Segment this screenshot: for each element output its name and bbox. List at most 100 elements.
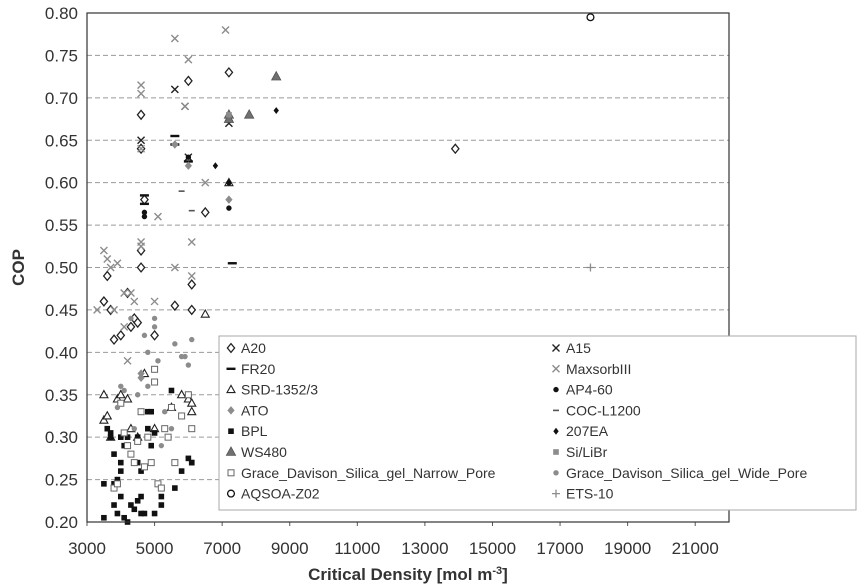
data-point xyxy=(104,425,111,432)
data-point xyxy=(137,373,145,382)
data-point xyxy=(158,442,165,449)
data-point xyxy=(187,279,197,290)
data-point xyxy=(188,425,196,433)
data-point xyxy=(226,205,232,211)
data-point xyxy=(139,202,149,206)
legend-entry: A20 xyxy=(226,340,266,356)
data-point xyxy=(118,383,124,389)
data-point xyxy=(110,305,119,314)
y-tick-label: 0.40 xyxy=(45,343,78,362)
legend-entry: COC-L1200 xyxy=(553,402,641,418)
legend-label: SRD-1352/3 xyxy=(241,382,318,398)
data-point xyxy=(111,502,117,508)
series-Grace_Davison_Silica_gel_Wide_Pore xyxy=(114,315,195,449)
data-point xyxy=(116,329,126,341)
plot-frame xyxy=(86,12,730,523)
data-point xyxy=(221,25,230,34)
data-point xyxy=(158,502,165,508)
data-point xyxy=(137,408,145,416)
data-point xyxy=(117,399,125,407)
data-point xyxy=(145,383,151,389)
data-point xyxy=(157,484,165,492)
data-point xyxy=(200,206,210,218)
legend-marker xyxy=(226,384,236,394)
y-tick-label: 0.45 xyxy=(45,301,78,320)
data-point xyxy=(128,502,134,508)
data-point xyxy=(117,493,124,500)
data-point xyxy=(178,468,185,474)
legend-entry: AP4-60 xyxy=(553,382,613,398)
data-point xyxy=(151,510,158,517)
legend-entry: ATO xyxy=(227,402,269,418)
data-point xyxy=(184,55,193,64)
data-point xyxy=(111,451,117,457)
data-point xyxy=(185,455,192,462)
y-tick-label: 0.65 xyxy=(45,131,78,150)
data-point xyxy=(136,245,146,256)
data-point xyxy=(145,349,151,356)
data-point xyxy=(141,213,148,220)
legend-entry: BPL xyxy=(228,423,268,439)
legend-label: A15 xyxy=(566,340,591,356)
data-point xyxy=(186,406,197,416)
data-point xyxy=(128,315,134,322)
data-point xyxy=(123,356,132,365)
data-point xyxy=(126,288,135,297)
data-point xyxy=(171,459,179,467)
legend-label: ETS-10 xyxy=(566,486,614,502)
legend-marker xyxy=(553,470,559,476)
y-tick-label: 0.50 xyxy=(45,259,78,278)
legend-marker xyxy=(226,342,236,354)
data-point xyxy=(134,434,141,440)
data-point xyxy=(126,321,136,333)
data-point xyxy=(225,195,233,204)
data-point xyxy=(136,262,146,273)
data-point xyxy=(141,209,148,216)
data-point xyxy=(162,409,168,415)
data-point xyxy=(186,397,197,407)
data-point xyxy=(121,514,127,521)
data-point xyxy=(144,433,152,441)
y-tick-label: 0.55 xyxy=(45,216,78,235)
data-point xyxy=(124,434,131,440)
data-point xyxy=(102,410,113,420)
data-point xyxy=(170,263,179,272)
data-point xyxy=(131,425,138,432)
data-point xyxy=(226,179,232,187)
data-point xyxy=(120,288,129,297)
legend-entry: A15 xyxy=(552,340,591,356)
data-point xyxy=(107,430,114,436)
legend-entry: 207EA xyxy=(553,423,609,439)
data-point xyxy=(113,480,121,488)
data-point xyxy=(184,161,192,170)
series-MaxsorbIII xyxy=(93,25,230,365)
data-point xyxy=(136,109,146,121)
legend-label: Si/LiBr xyxy=(566,444,608,460)
data-point xyxy=(102,270,112,282)
data-point xyxy=(99,296,109,307)
legend-entry: MaxsorbIII xyxy=(552,361,631,377)
legend-label: Grace_Davison_Silica_gel_Narrow_Pore xyxy=(241,465,496,481)
x-tick-label: 3000 xyxy=(68,539,106,558)
series-BPL xyxy=(101,387,195,525)
legend-label: WS480 xyxy=(241,444,287,460)
data-point xyxy=(139,194,149,197)
data-point xyxy=(153,212,162,221)
axes: 0.20 0.25 0.30 0.35 0.40 0.45 0.50 0.55 0.60 0.65… xyxy=(9,4,730,584)
data-point xyxy=(99,246,108,255)
legend-marker xyxy=(227,469,235,477)
data-point xyxy=(145,425,151,432)
legend-entry: Grace_Davison_Silica_gel_Narrow_Pore xyxy=(227,465,496,481)
y-axis-title: COP xyxy=(9,249,28,286)
data-point xyxy=(151,430,158,436)
legend-marker xyxy=(553,386,559,393)
legend-label: FR20 xyxy=(241,361,275,377)
x-tick-label: 11000 xyxy=(334,539,380,558)
data-point xyxy=(130,459,138,467)
data-point xyxy=(243,108,255,119)
data-point xyxy=(117,434,124,440)
data-point xyxy=(150,297,159,306)
data-point xyxy=(114,404,121,411)
data-point xyxy=(270,70,282,81)
x-tick-label: 19000 xyxy=(604,539,651,558)
